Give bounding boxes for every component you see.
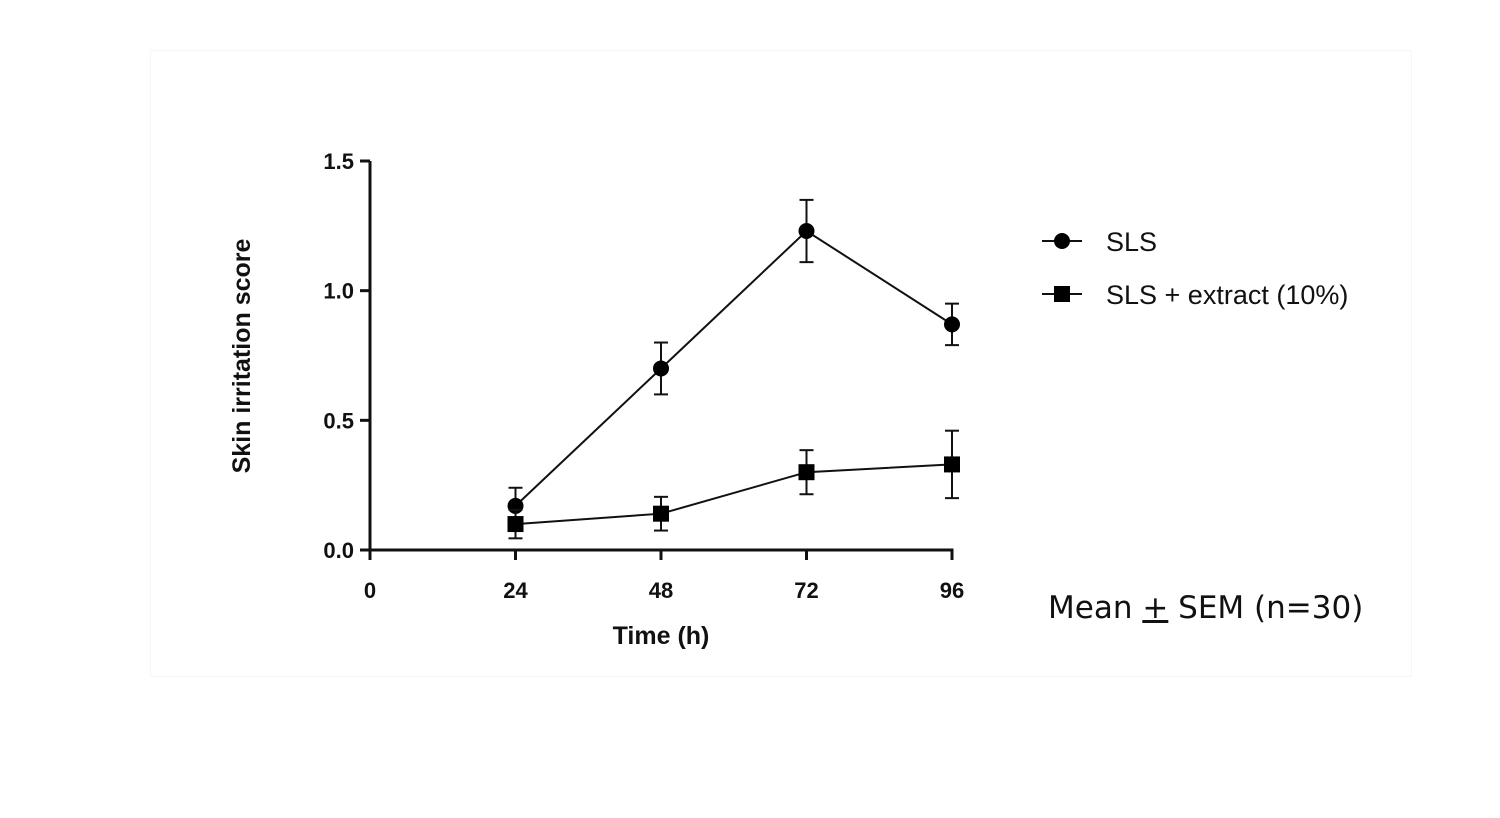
note-prefix: Mean <box>1048 590 1143 626</box>
x-tick-label: 96 <box>940 578 964 603</box>
data-point <box>944 456 960 473</box>
x-axis-label: Time (h) <box>613 622 710 650</box>
figure-panel <box>150 50 1412 677</box>
x-tick-label: 72 <box>794 578 818 603</box>
y-tick-label: 1.5 <box>323 149 354 174</box>
note-symbol: + <box>1142 590 1169 626</box>
data-point <box>653 505 669 522</box>
statistics-note: Mean + SEM (n=30) <box>1048 590 1363 626</box>
data-point <box>944 316 960 333</box>
data-point <box>798 464 815 481</box>
series-sls-extract <box>507 429 960 540</box>
square-marker-icon <box>1054 286 1070 302</box>
note-suffix: SEM (n=30) <box>1168 590 1364 626</box>
legend-label: SLS <box>1106 227 1157 257</box>
y-tick-label: 0.5 <box>323 408 354 433</box>
legend-item: SLS <box>1042 227 1157 257</box>
legend-label: SLS + extract (10%) <box>1106 280 1348 310</box>
series-line <box>514 229 953 507</box>
data-point <box>507 516 524 533</box>
y-axis-label: Skin irritation score <box>228 239 256 474</box>
x-tick-label: 48 <box>649 578 673 603</box>
y-tick-label: 1.0 <box>323 279 354 304</box>
data-point <box>798 223 815 240</box>
y-tick-label: 0.0 <box>323 538 354 563</box>
data-point <box>653 360 669 377</box>
legend-item: SLS + extract (10%) <box>1042 280 1348 310</box>
series-line <box>515 463 953 526</box>
x-tick-label: 24 <box>503 578 528 603</box>
circle-marker-icon <box>1054 233 1070 249</box>
x-tick-label: 0 <box>364 578 376 603</box>
series-sls <box>507 198 960 526</box>
